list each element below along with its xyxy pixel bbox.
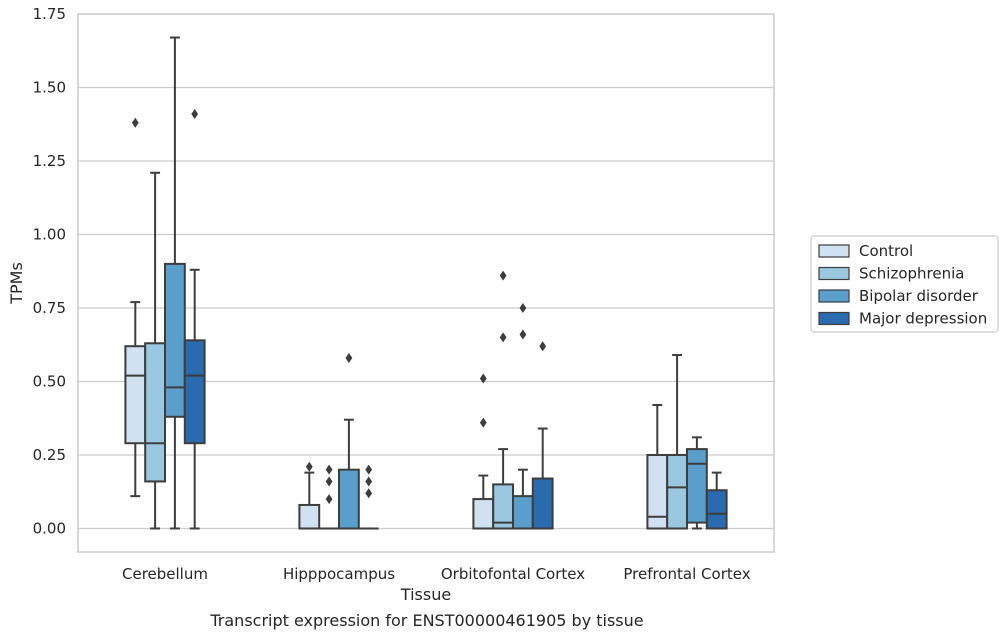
x-tick-label: Prefrontal Cortex [623, 565, 750, 583]
box-control [298, 461, 321, 530]
legend-label: Schizophrenia [859, 265, 964, 283]
box-iqr [338, 468, 360, 530]
outlier-point [499, 270, 507, 281]
y-tick-label: 0.25 [33, 446, 66, 464]
x-tick-label: Hipppocampus [283, 565, 395, 583]
box-bipolar-disorder [512, 302, 534, 530]
box-iqr [164, 262, 186, 418]
y-tick-label: 1.50 [33, 78, 66, 96]
box-iqr [298, 503, 321, 530]
box-schizophrenia [319, 464, 339, 530]
box-schizophrenia [144, 171, 166, 530]
box-control [124, 117, 147, 498]
outlier-point [479, 373, 487, 384]
legend-swatch [818, 289, 850, 303]
boxes [124, 36, 728, 530]
box-iqr [183, 339, 206, 445]
y-tick-label: 1.25 [33, 152, 66, 170]
outlier-point [499, 332, 507, 343]
plot-frame [77, 13, 775, 553]
outlier-point [519, 302, 527, 313]
outlier-point [365, 464, 373, 475]
legend-frame [810, 235, 999, 333]
legend-swatch [818, 266, 850, 281]
box-major-depression [531, 341, 554, 530]
x-tick-label: Cerebellum [122, 565, 208, 583]
outlier-point [325, 494, 333, 505]
outlier-point [365, 488, 373, 499]
x-tick-label: Orbitofontal Cortex [441, 565, 585, 583]
y-tick-label: 1.00 [33, 225, 66, 243]
box-bipolar-disorder [338, 352, 360, 530]
outlier-point [519, 329, 527, 340]
outlier-point [479, 417, 487, 428]
box-schizophrenia [492, 270, 515, 530]
y-tick-label: 0.50 [33, 372, 66, 390]
box-major-depression [705, 471, 728, 530]
outlier-point [131, 117, 139, 128]
legend-label: Control [859, 242, 913, 260]
box-control [646, 404, 669, 530]
box-iqr [686, 448, 708, 524]
legend-label: Major depression [859, 310, 987, 328]
box-iqr [124, 345, 147, 445]
box-iqr [144, 342, 166, 483]
outlier-point [325, 476, 333, 487]
outlier-point [191, 108, 199, 119]
y-tick-labels: 0.00 0.25 0.50 0.75 1.00 1.25 1.50 1.75 [33, 5, 66, 537]
box-iqr [512, 495, 534, 530]
y-tick-label: 1.75 [33, 5, 66, 23]
legend-swatch [818, 244, 850, 258]
outlier-point [325, 464, 333, 475]
legend-swatch [818, 311, 850, 326]
box-iqr [531, 477, 554, 530]
outlier-point [365, 476, 373, 487]
outlier-point [539, 341, 547, 352]
box-iqr [472, 498, 495, 530]
y-axis-label: TPMs [7, 262, 26, 305]
box-major-depression [183, 108, 206, 530]
legend-label: Bipolar disorder [859, 287, 979, 305]
x-axis-label: Tissue [400, 585, 451, 604]
chart-caption: Transcript expression for ENST0000046190… [209, 611, 643, 630]
y-tick-label: 0.00 [33, 519, 66, 537]
outlier-point [345, 352, 353, 363]
x-tick-labels: Cerebellum Hipppocampus Orbitofontal Corte… [122, 565, 751, 583]
legend: Control Schizophrenia Bipolar disorder Majo… [810, 235, 999, 333]
box-major-depression [358, 464, 379, 530]
box-control [472, 373, 495, 530]
box-bipolar-disorder [686, 436, 708, 530]
outlier-point [305, 461, 313, 472]
box-iqr [666, 453, 689, 530]
y-tick-label: 0.75 [33, 299, 66, 317]
box-iqr [705, 489, 728, 530]
box-bipolar-disorder [164, 36, 186, 530]
